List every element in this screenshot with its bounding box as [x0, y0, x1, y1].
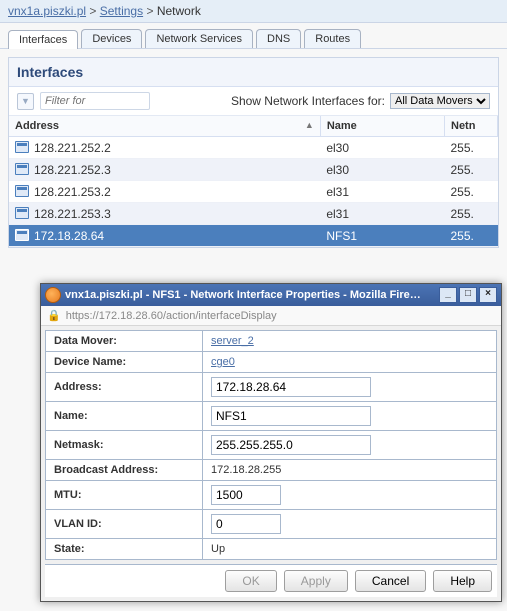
table-row[interactable]: 172.18.28.64NFS1255. — [9, 225, 498, 247]
interfaces-panel: Interfaces ▼ Show Network Interfaces for… — [8, 57, 499, 248]
input-mtu[interactable] — [211, 485, 281, 505]
tab-interfaces[interactable]: Interfaces — [8, 30, 78, 49]
lbl-netmask: Netmask: — [46, 431, 203, 460]
col-name[interactable]: Name — [320, 116, 444, 137]
panel-title: Interfaces — [9, 58, 498, 87]
close-button[interactable]: × — [479, 287, 497, 303]
properties-popup: vnx1a.piszki.pl - NFS1 - Network Interfa… — [40, 283, 502, 602]
filter-box: ▼ — [17, 92, 150, 110]
firefox-icon — [45, 287, 61, 303]
titlebar[interactable]: vnx1a.piszki.pl - NFS1 - Network Interfa… — [41, 284, 501, 306]
tabs: Interfaces Devices Network Services DNS … — [0, 23, 507, 49]
col-address[interactable]: Address▲ — [9, 116, 320, 137]
lbl-vlan: VLAN ID: — [46, 510, 203, 539]
sort-asc-icon: ▲ — [305, 120, 314, 130]
ok-button[interactable]: OK — [225, 570, 276, 592]
table-row[interactable]: 128.221.252.2el30255. — [9, 137, 498, 159]
toolbar: ▼ Show Network Interfaces for: All Data … — [9, 87, 498, 116]
interfaces-grid: Address▲ Name Netn 128.221.252.2el30255.… — [9, 116, 498, 247]
val-broadcast: 172.18.28.255 — [203, 460, 497, 481]
bc-settings[interactable]: Settings — [100, 4, 143, 18]
lbl-state: State: — [46, 539, 203, 560]
lbl-broadcast: Broadcast Address: — [46, 460, 203, 481]
maximize-button[interactable]: □ — [459, 287, 477, 303]
interface-icon — [15, 141, 29, 153]
breadcrumb: vnx1a.piszki.pl > Settings > Network — [0, 0, 507, 23]
lbl-name: Name: — [46, 402, 203, 431]
input-name[interactable] — [211, 406, 371, 426]
lbl-datamover: Data Mover: — [46, 331, 203, 352]
interface-icon — [15, 229, 29, 241]
interface-icon — [15, 163, 29, 175]
cancel-button[interactable]: Cancel — [355, 570, 426, 592]
tab-routes[interactable]: Routes — [304, 29, 361, 48]
table-row[interactable]: 128.221.253.2el31255. — [9, 181, 498, 203]
button-bar: OK Apply Cancel Help — [45, 564, 497, 597]
lbl-device: Device Name: — [46, 352, 203, 373]
tab-devices[interactable]: Devices — [81, 29, 142, 48]
input-address[interactable] — [211, 377, 371, 397]
col-netmask[interactable]: Netn — [445, 116, 498, 137]
interface-icon — [15, 207, 29, 219]
lbl-address: Address: — [46, 373, 203, 402]
link-device[interactable]: cge0 — [211, 356, 235, 368]
minimize-button[interactable]: _ — [439, 287, 457, 303]
show-for-select[interactable]: All Data Movers — [390, 93, 490, 109]
lbl-mtu: MTU: — [46, 481, 203, 510]
link-datamover[interactable]: server_2 — [211, 335, 254, 347]
window-title: vnx1a.piszki.pl - NFS1 - Network Interfa… — [65, 289, 435, 301]
properties-form: Data Mover: server_2 Device Name: cge0 A… — [45, 330, 497, 560]
help-button[interactable]: Help — [433, 570, 492, 592]
address-bar[interactable]: 🔒 https://172.18.28.60/action/interfaceD… — [41, 306, 501, 326]
url-text: https://172.18.28.60/action/interfaceDis… — [66, 310, 277, 322]
filter-icon[interactable]: ▼ — [17, 93, 34, 110]
input-vlan[interactable] — [211, 514, 281, 534]
table-row[interactable]: 128.221.253.3el31255. — [9, 203, 498, 225]
bc-current: Network — [157, 4, 201, 18]
table-row[interactable]: 128.221.252.3el30255. — [9, 159, 498, 181]
lock-icon: 🔒 — [47, 309, 61, 322]
apply-button[interactable]: Apply — [284, 570, 348, 592]
bc-host[interactable]: vnx1a.piszki.pl — [8, 4, 86, 18]
tab-network-services[interactable]: Network Services — [145, 29, 253, 48]
filter-input[interactable] — [40, 92, 150, 110]
val-state: Up — [203, 539, 497, 560]
input-netmask[interactable] — [211, 435, 371, 455]
show-for-label: Show Network Interfaces for: — [231, 94, 385, 108]
tab-dns[interactable]: DNS — [256, 29, 301, 48]
interface-icon — [15, 185, 29, 197]
